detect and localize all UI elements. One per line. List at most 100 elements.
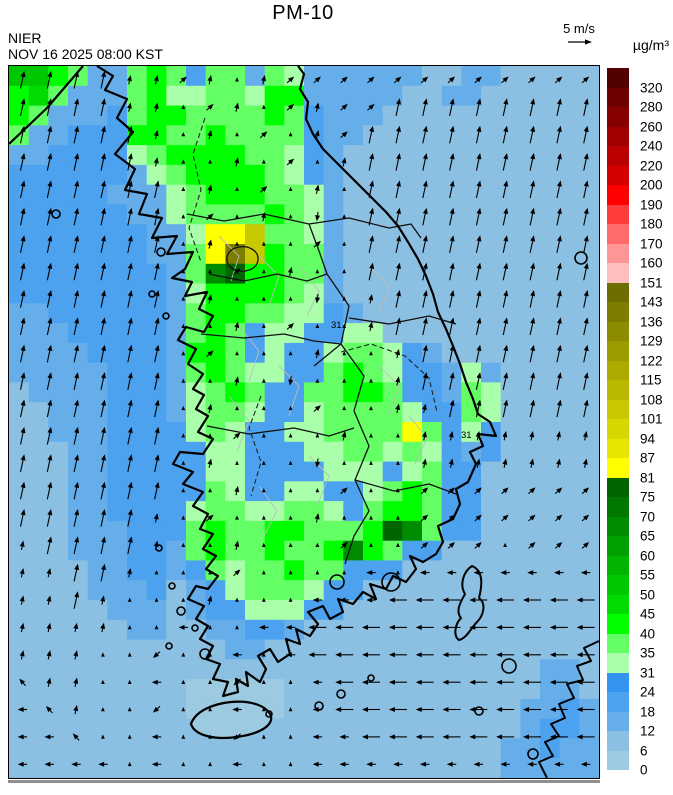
pm-cell xyxy=(579,244,600,265)
wind-arrow xyxy=(313,76,321,84)
pm-cell xyxy=(343,698,364,720)
pm-cell xyxy=(520,659,541,680)
wind-arrow xyxy=(100,595,106,605)
wind-arrow xyxy=(73,563,80,582)
wind-arrow-head xyxy=(503,235,509,242)
pm-cell xyxy=(107,580,128,601)
wind-arrow-calm xyxy=(208,269,212,274)
pm-cell xyxy=(225,105,246,126)
pm-cell xyxy=(146,105,167,126)
wind-arrow xyxy=(286,323,295,330)
pm-cell xyxy=(107,422,128,443)
colorbar-segment xyxy=(607,516,629,536)
colorbar-segment xyxy=(607,633,629,653)
wind-arrow-shaft xyxy=(583,211,588,226)
pm-cell xyxy=(225,164,246,186)
wind-arrow-calm xyxy=(208,159,212,164)
pm-cell xyxy=(264,659,285,680)
pm-cell xyxy=(540,540,561,562)
wind-arrow xyxy=(46,677,52,687)
wind-arrow-calm xyxy=(181,761,186,767)
wind-arrow-calm xyxy=(369,405,373,411)
wind-arrow-shaft xyxy=(583,403,588,418)
pm-cell xyxy=(441,639,462,660)
pm-cell xyxy=(9,224,30,245)
wind-arrow-head xyxy=(101,508,106,516)
wind-arrow-head xyxy=(153,157,159,164)
wind-arrow-shaft xyxy=(475,102,480,117)
wind-arrow-head xyxy=(422,76,429,83)
pm-cell xyxy=(520,263,541,285)
pm-cell xyxy=(127,402,148,423)
pm-cell xyxy=(9,303,30,324)
colorbar-segment xyxy=(607,380,629,400)
wind-arrow-shaft xyxy=(502,129,507,144)
wind-arrow xyxy=(529,431,535,441)
wind-arrow xyxy=(154,344,160,363)
wind-arrow xyxy=(206,213,214,221)
pm-cell xyxy=(127,303,148,324)
pm-cell xyxy=(441,105,462,126)
wind-arrow-head xyxy=(422,125,428,133)
wind-arrow-head xyxy=(154,317,160,324)
pm-cell xyxy=(146,738,167,759)
wind-arrow-head xyxy=(19,622,25,630)
province-layer xyxy=(186,213,457,565)
wind-arrow-head xyxy=(362,652,368,658)
wind-arrow xyxy=(127,372,133,390)
pm-cell xyxy=(205,619,226,641)
pm-cell xyxy=(540,560,561,581)
pm-cell xyxy=(166,323,187,344)
wind-arrow xyxy=(46,567,52,578)
wind-arrow xyxy=(549,707,568,712)
wind-arrow-head xyxy=(476,125,482,133)
wind-arrow xyxy=(474,76,482,84)
wind-arrow-shaft xyxy=(475,238,480,253)
wind-arrow xyxy=(368,125,375,144)
pm-cell xyxy=(382,303,403,324)
wind-arrow-calm xyxy=(315,269,320,274)
pm-cell xyxy=(205,441,226,463)
wind-arrow-shaft xyxy=(475,375,480,390)
wind-arrow-shaft xyxy=(100,540,105,555)
wind-arrow xyxy=(73,622,79,633)
pm-cell xyxy=(146,639,167,660)
pm-cell xyxy=(461,164,482,186)
pm-cell xyxy=(68,481,89,502)
wind-arrow xyxy=(259,624,269,630)
pm-cell xyxy=(127,382,148,403)
wind-arrow-calm xyxy=(208,378,212,383)
wind-arrow-head xyxy=(314,513,320,520)
wind-arrow xyxy=(556,152,562,171)
pm-cell xyxy=(146,164,167,186)
pm-cell xyxy=(441,461,462,482)
pm-cell xyxy=(540,323,561,344)
wind-arrow xyxy=(19,622,25,633)
pm-cell xyxy=(520,560,541,581)
wind-arrow xyxy=(523,652,541,658)
pm-cell xyxy=(520,738,541,759)
wind-arrow xyxy=(286,76,295,84)
wind-arrow-head xyxy=(530,180,536,187)
wind-arrow xyxy=(529,458,535,468)
pm-cell xyxy=(166,283,187,304)
colorbar-tick-label: 160 xyxy=(640,255,663,271)
wind-arrow-head xyxy=(47,125,53,133)
wind-arrow-calm xyxy=(288,542,293,547)
wind-arrow xyxy=(207,595,213,605)
pm-cell xyxy=(225,540,246,562)
wind-arrow-head xyxy=(396,180,401,187)
wind-arrow-head xyxy=(556,98,562,105)
pm-cell xyxy=(68,659,89,680)
pm-cell xyxy=(166,659,187,680)
pm-cell xyxy=(304,481,325,502)
pm-cell xyxy=(579,303,600,324)
pm-cell xyxy=(28,402,49,423)
pm-cell xyxy=(441,184,462,206)
pm-cell xyxy=(422,422,443,443)
pm-cell xyxy=(520,244,541,265)
wind-arrow-head xyxy=(449,207,455,215)
pm-cell xyxy=(28,540,49,562)
pm-cell xyxy=(146,303,167,324)
wind-arrow-calm xyxy=(127,761,132,767)
